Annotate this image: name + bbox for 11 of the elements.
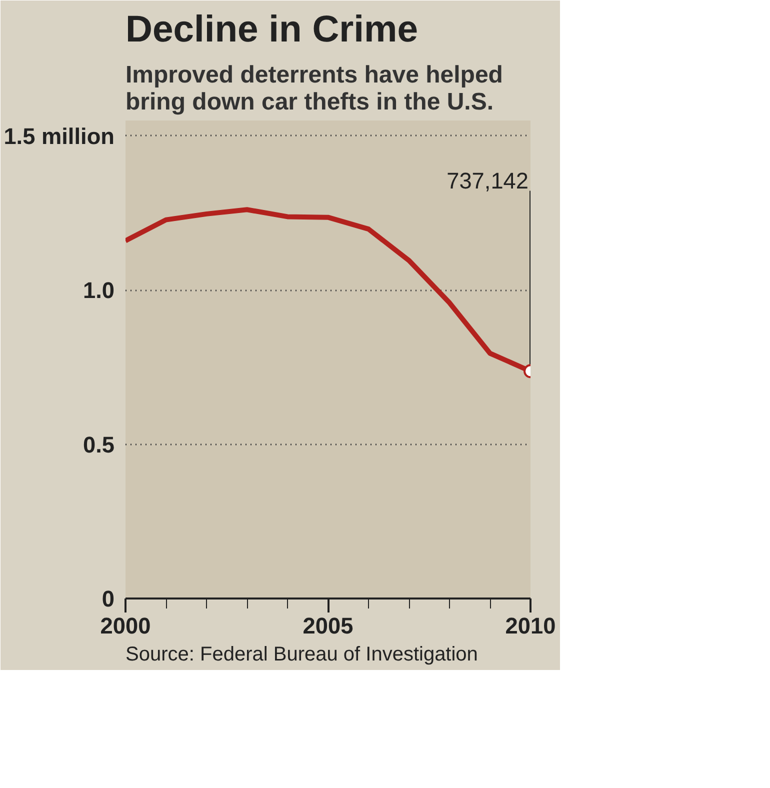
x-tick-label: 2005 — [302, 612, 354, 638]
source-note: Source: Federal Bureau of Investigation — [126, 644, 478, 666]
chart-title: Decline in Crime — [126, 8, 418, 50]
y-tick-label: 0.5 — [83, 431, 115, 458]
annotation: 737,142 — [446, 168, 529, 194]
x-tick-label: 2000 — [100, 612, 151, 638]
y-tick-label: 1.0 — [83, 277, 115, 304]
y-tick-label: 1.5 million — [4, 122, 115, 149]
y-tick-label: 0 — [102, 586, 115, 612]
chart-subtitle: Improved deterrents have helped bring down car thefts in the U.S. — [126, 62, 503, 116]
x-tick-label: 2010 — [505, 612, 556, 638]
